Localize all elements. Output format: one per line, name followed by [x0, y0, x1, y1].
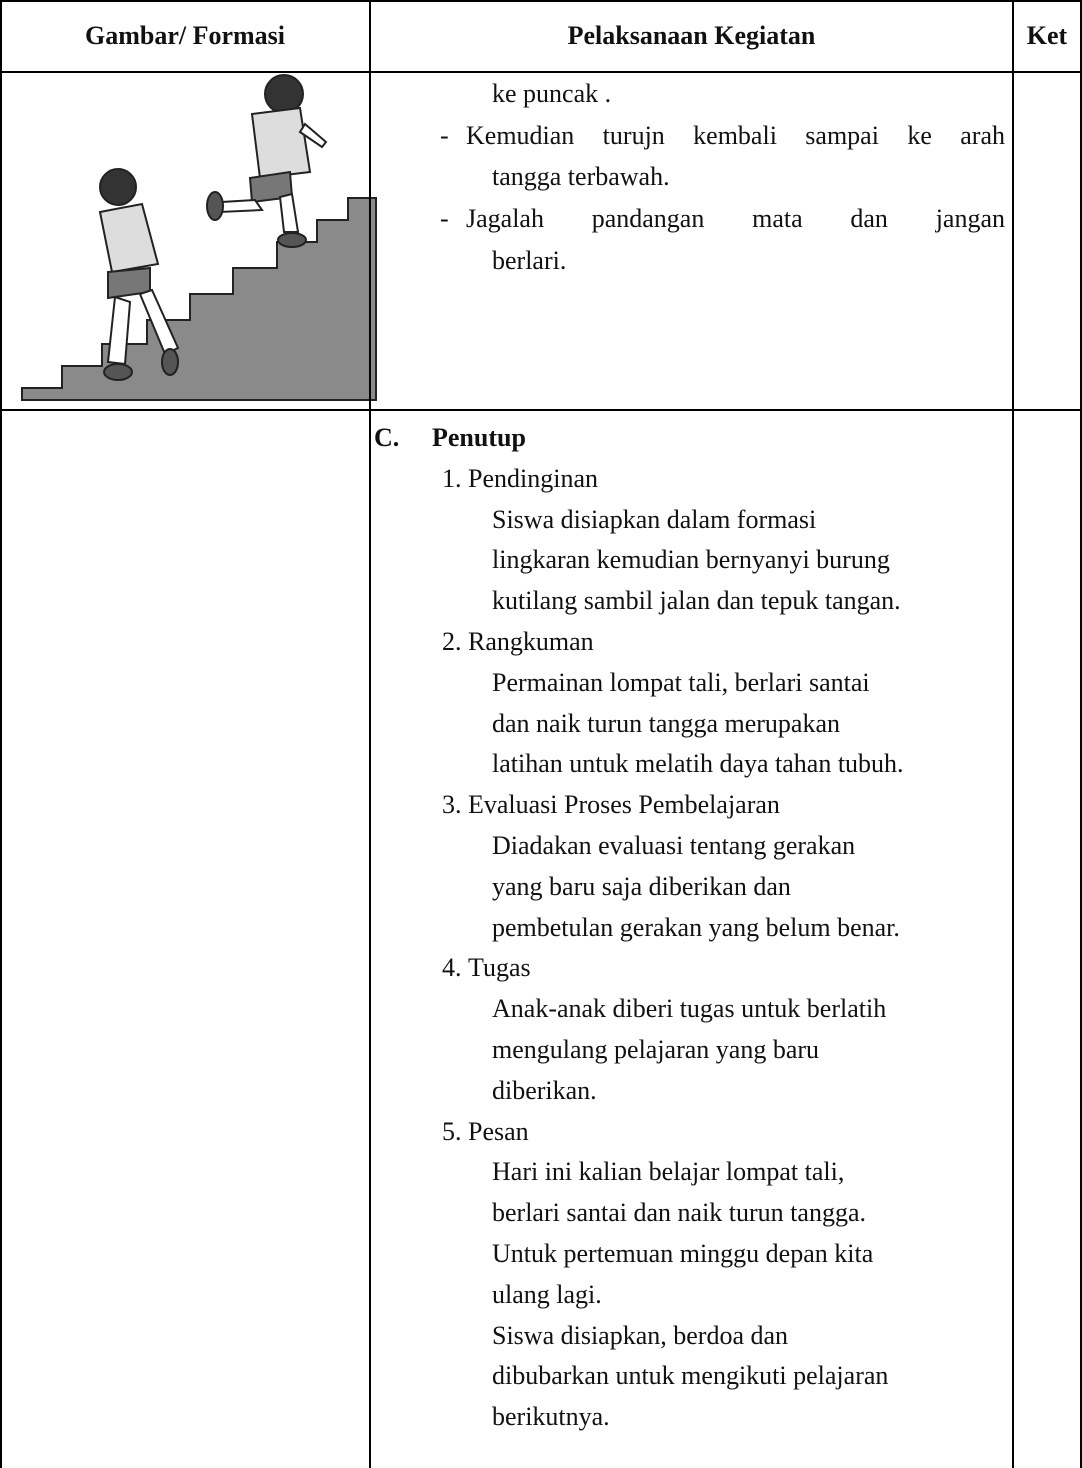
section-title: Penutup — [432, 423, 526, 452]
item-line: berikutnya. — [492, 1402, 610, 1432]
section-marker: C. — [374, 423, 400, 452]
item-line: Hari ini kalian belajar lompat tali, — [492, 1157, 845, 1187]
item-line: Anak-anak diberi tugas untuk berlatih — [492, 994, 887, 1024]
item-number: 5. — [442, 1116, 462, 1146]
item-line: berlari santai dan naik turun tangga. — [492, 1198, 866, 1228]
item-title: Rangkuman — [468, 627, 594, 656]
item-line: Untuk pertemuan minggu depan kita — [492, 1239, 874, 1268]
item-line: latihan untuk melatih daya tahan tubuh. — [492, 749, 904, 779]
item-line: dibubarkan untuk mengikuti pelajaran — [492, 1361, 889, 1391]
item-line: mengulang pelajaran yang baru — [492, 1035, 820, 1064]
item-line: Siswa disiapkan dalam formasi — [492, 504, 817, 534]
item-title: Pesan — [468, 1116, 529, 1146]
item-line: lingkaran kemudian bernyanyi burung — [492, 545, 890, 575]
item-line: yang baru saja diberikan dan — [492, 871, 791, 901]
bullet-line: tangga terbawah. — [492, 162, 670, 192]
item-line: Permainan lompat tali, berlari santai — [492, 667, 870, 697]
item-number: 4. — [442, 953, 462, 983]
item-title: Tugas — [468, 953, 531, 983]
rule — [0, 409, 1082, 411]
rule — [1080, 0, 1082, 1468]
column-header: Ket — [1026, 21, 1068, 50]
item-line: pembetulan gerakan yang belum benar. — [492, 912, 900, 942]
item-number: 1. — [442, 463, 462, 493]
item-line: Diadakan evaluasi tentang gerakan — [492, 831, 856, 860]
bullet-line: berlari. — [492, 245, 567, 275]
bullet-line: Kemudian turujn kembali sampai ke arah — [466, 120, 1005, 150]
item-line: kutilang sambil jalan dan tepuk tangan. — [492, 586, 901, 616]
item-number: 3. — [442, 790, 462, 820]
item-line: diberikan. — [492, 1075, 597, 1105]
rule — [0, 0, 2, 1468]
bullet-line: Jagalah pandangan mata dan jangan — [466, 204, 1005, 234]
bullet-marker: - — [440, 204, 449, 234]
rule — [369, 0, 371, 1468]
rule — [1012, 0, 1014, 1468]
column-header: Pelaksanaan Kegiatan — [567, 21, 816, 50]
item-number: 2. — [442, 627, 462, 656]
continuation-line: ke puncak . — [492, 79, 612, 108]
column-header: Gambar/ Formasi — [84, 21, 286, 50]
stairs-illustration — [21, 74, 377, 401]
item-line: Siswa disiapkan, berdoa dan — [492, 1320, 789, 1350]
rule — [0, 71, 1082, 73]
bullet-marker: - — [440, 120, 449, 150]
item-title: Pendinginan — [468, 463, 598, 493]
item-line: ulang lagi. — [492, 1279, 602, 1309]
item-title: Evaluasi Proses Pembelajaran — [468, 790, 780, 820]
item-line: dan naik turun tangga merupakan — [492, 708, 840, 738]
rule — [0, 0, 1082, 2]
